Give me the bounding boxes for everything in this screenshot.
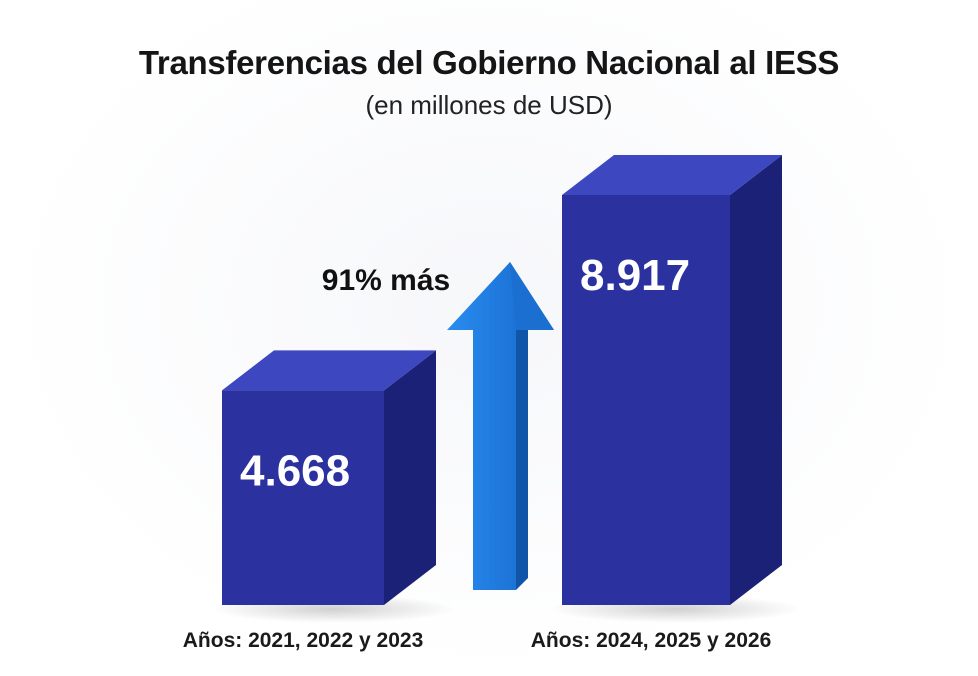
bar-value-label: 4.668 (240, 446, 350, 495)
bar-value-label: 8.917 (580, 251, 690, 300)
increase-arrow-icon (447, 262, 554, 590)
bar-front-face (222, 390, 384, 605)
bar-top-face (222, 350, 436, 391)
increase-annotation: 91% más (322, 264, 450, 297)
chart-title: Transferencias del Gobierno Nacional al … (138, 44, 840, 81)
arrow-side-face (516, 330, 528, 590)
chart-subtitle: (en millones de USD) (365, 90, 613, 120)
category-label: Años: 2021, 2022 y 2023 (183, 629, 424, 652)
bar-front-face (562, 195, 730, 605)
bar-1 (222, 350, 436, 605)
bar-2 (562, 155, 782, 605)
arrow-head-side (510, 262, 554, 330)
category-label: Años: 2024, 2025 y 2026 (531, 629, 772, 652)
bar-side-face (384, 350, 436, 605)
increase-arrow-icon (447, 262, 554, 590)
bar-top-face (562, 155, 782, 195)
bar-side-face (730, 155, 782, 605)
